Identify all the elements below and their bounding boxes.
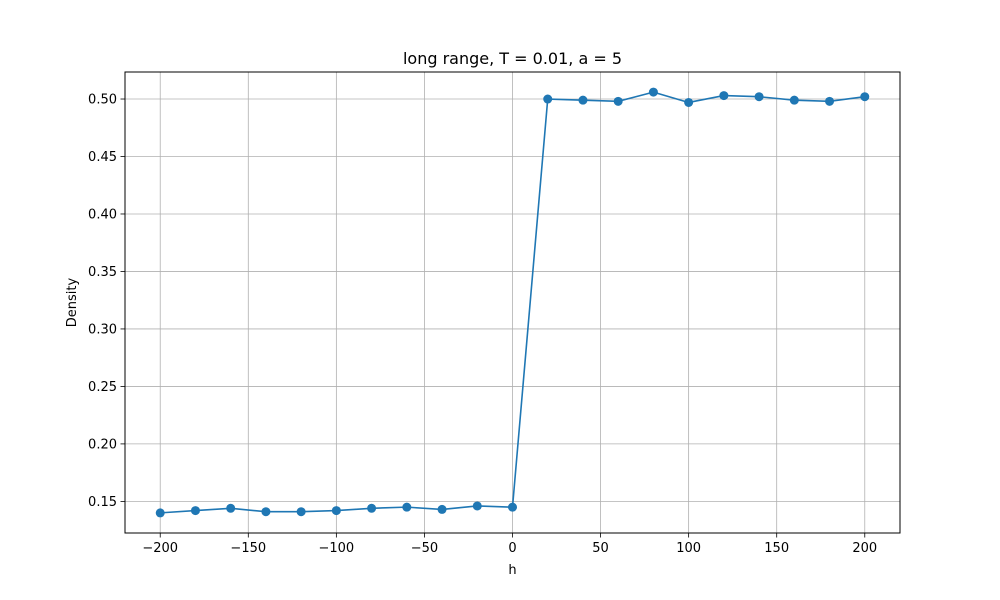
x-tick-label: 50 [592, 541, 609, 556]
y-tick-label: 0.50 [88, 93, 117, 108]
y-tick-label: 0.40 [88, 207, 117, 222]
series-layer [155, 87, 870, 518]
x-tick-label: −150 [230, 541, 266, 556]
data-point [226, 503, 236, 513]
data-point [789, 95, 799, 105]
y-tick-label: 0.20 [88, 437, 117, 452]
data-point [684, 97, 694, 107]
x-tick-label: 0 [508, 541, 516, 556]
data-point [860, 92, 870, 102]
data-point [190, 506, 200, 516]
y-tick-label: 0.45 [88, 150, 117, 165]
data-point [648, 87, 658, 97]
ticks: −200 −150 −100 −50 0 50 100 150 200 0.15 0.20 0.25 0… [88, 93, 877, 556]
x-tick-label: −50 [411, 541, 438, 556]
y-tick-label: 0.30 [88, 322, 117, 337]
y-tick-label: 0.25 [88, 380, 117, 395]
data-point [754, 92, 764, 102]
data-point [261, 507, 271, 517]
x-axis-label: h [508, 563, 516, 578]
data-point [613, 96, 623, 106]
data-point [719, 91, 729, 101]
chart-title: long range, T = 0.01, a = 5 [403, 49, 622, 68]
data-point [367, 503, 377, 513]
x-tick-label: 100 [676, 541, 701, 556]
x-tick-label: 150 [764, 541, 789, 556]
data-point [331, 506, 341, 516]
data-point [437, 504, 447, 514]
y-axis-label: Density [65, 277, 80, 327]
x-tick-label: −100 [319, 541, 355, 556]
data-point [155, 508, 165, 518]
grid [125, 72, 900, 533]
x-tick-label: 200 [852, 541, 877, 556]
data-point [543, 94, 553, 104]
y-tick-label: 0.15 [88, 495, 117, 510]
data-point [508, 502, 517, 512]
data-point [402, 502, 412, 512]
data-point [296, 507, 306, 517]
data-point [578, 95, 588, 105]
data-point [472, 501, 482, 511]
data-point [825, 96, 835, 106]
y-tick-label: 0.35 [88, 265, 117, 280]
x-tick-label: −200 [142, 541, 178, 556]
